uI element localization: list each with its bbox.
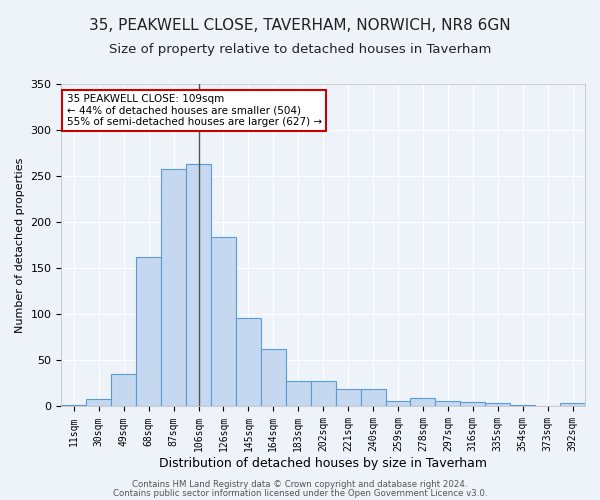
Text: 35 PEAKWELL CLOSE: 109sqm
← 44% of detached houses are smaller (504)
55% of semi: 35 PEAKWELL CLOSE: 109sqm ← 44% of detac… [67, 94, 322, 127]
Y-axis label: Number of detached properties: Number of detached properties [15, 158, 25, 333]
Text: Contains public sector information licensed under the Open Government Licence v3: Contains public sector information licen… [113, 489, 487, 498]
Bar [61, 404, 86, 406]
Bar [560, 403, 585, 406]
Bar [111, 374, 136, 406]
Bar [361, 389, 386, 406]
Bar [335, 389, 361, 406]
Bar [510, 404, 535, 406]
X-axis label: Distribution of detached houses by size in Taverham: Distribution of detached houses by size … [159, 457, 487, 470]
Text: Size of property relative to detached houses in Taverham: Size of property relative to detached ho… [109, 42, 491, 56]
Bar [286, 380, 311, 406]
Bar [186, 164, 211, 406]
Bar [236, 318, 261, 406]
Text: 35, PEAKWELL CLOSE, TAVERHAM, NORWICH, NR8 6GN: 35, PEAKWELL CLOSE, TAVERHAM, NORWICH, N… [89, 18, 511, 32]
Text: Contains HM Land Registry data © Crown copyright and database right 2024.: Contains HM Land Registry data © Crown c… [132, 480, 468, 489]
Bar [436, 401, 460, 406]
Bar [386, 401, 410, 406]
Bar [311, 380, 335, 406]
Bar [460, 402, 485, 406]
Bar [136, 257, 161, 406]
Bar [261, 350, 286, 406]
Bar [161, 169, 186, 406]
Bar [410, 398, 436, 406]
Bar [485, 403, 510, 406]
Bar [86, 399, 111, 406]
Bar [211, 237, 236, 406]
